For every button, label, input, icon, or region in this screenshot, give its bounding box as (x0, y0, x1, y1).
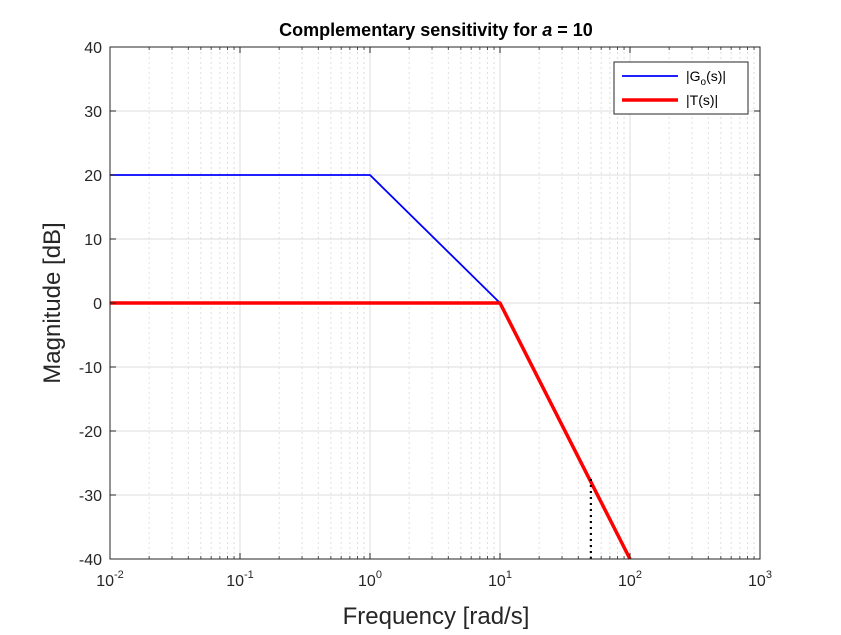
chart-title-variable: a (542, 20, 552, 40)
series-layer (110, 174, 632, 560)
legend[interactable]: |Go(s)| |T(s)| (613, 61, 749, 115)
x-tick-label-base: 10 (748, 573, 766, 590)
chart-title-suffix: = 10 (552, 20, 593, 40)
x-tick-label-exponent: -1 (244, 569, 254, 581)
y-tick-label: -20 (79, 424, 102, 441)
legend-entry-t-pre: |T(s)| (686, 92, 718, 108)
x-tick-label-exponent: 0 (376, 569, 382, 581)
x-tick-label: 103 (748, 569, 772, 590)
x-tick-label-base: 10 (488, 573, 506, 590)
series-line-t[interactable] (110, 301, 632, 560)
x-tick-label-base: 10 (358, 573, 376, 590)
x-tick-label-base: 10 (226, 573, 244, 590)
x-tick-label: 100 (358, 569, 382, 590)
legend-box (613, 61, 749, 115)
chart-title-prefix: Complementary sensitivity for (279, 20, 542, 40)
x-axis-label: Frequency [rad/s] (343, 603, 530, 630)
legend-entry-go-pre: |G (686, 68, 701, 84)
x-tick-label-base: 10 (618, 573, 636, 590)
x-tick-label: 102 (618, 569, 642, 590)
chart-title: Complementary sensitivity for a = 10 (279, 20, 593, 40)
x-tick-label-exponent: 2 (636, 569, 642, 581)
legend-entry-go-sub: o (701, 77, 707, 88)
y-tick-label: 40 (84, 40, 102, 57)
legend-entry-go-post: (s)| (706, 68, 726, 84)
x-tick-label-exponent: 3 (766, 569, 772, 581)
legend-entry-go: |Go(s)| (686, 68, 726, 88)
y-tick-label: -10 (79, 360, 102, 377)
y-tick-label: -30 (79, 488, 102, 505)
y-tick-labels: 40 30 20 10 0 -10 -20 -30 -40 (79, 40, 102, 569)
tick-marks (109, 46, 761, 560)
y-tick-label: 30 (84, 104, 102, 121)
x-tick-label: 10-1 (226, 569, 254, 590)
x-tick-label: 10-2 (96, 569, 124, 590)
x-tick-label-exponent: -2 (114, 569, 124, 581)
y-tick-label: 20 (84, 168, 102, 185)
x-tick-label-base: 10 (96, 573, 114, 590)
y-tick-label: 10 (84, 232, 102, 249)
x-tick-label-exponent: 1 (506, 569, 512, 581)
legend-entry-t: |T(s)| (686, 92, 718, 108)
y-tick-label: -40 (79, 552, 102, 569)
x-tick-labels: 10-2 10-1 100 101 102 103 (96, 569, 772, 590)
y-axis-label: Magnitude [dB] (39, 222, 66, 383)
x-tick-label: 101 (488, 569, 512, 590)
y-tick-label: 0 (93, 296, 102, 313)
